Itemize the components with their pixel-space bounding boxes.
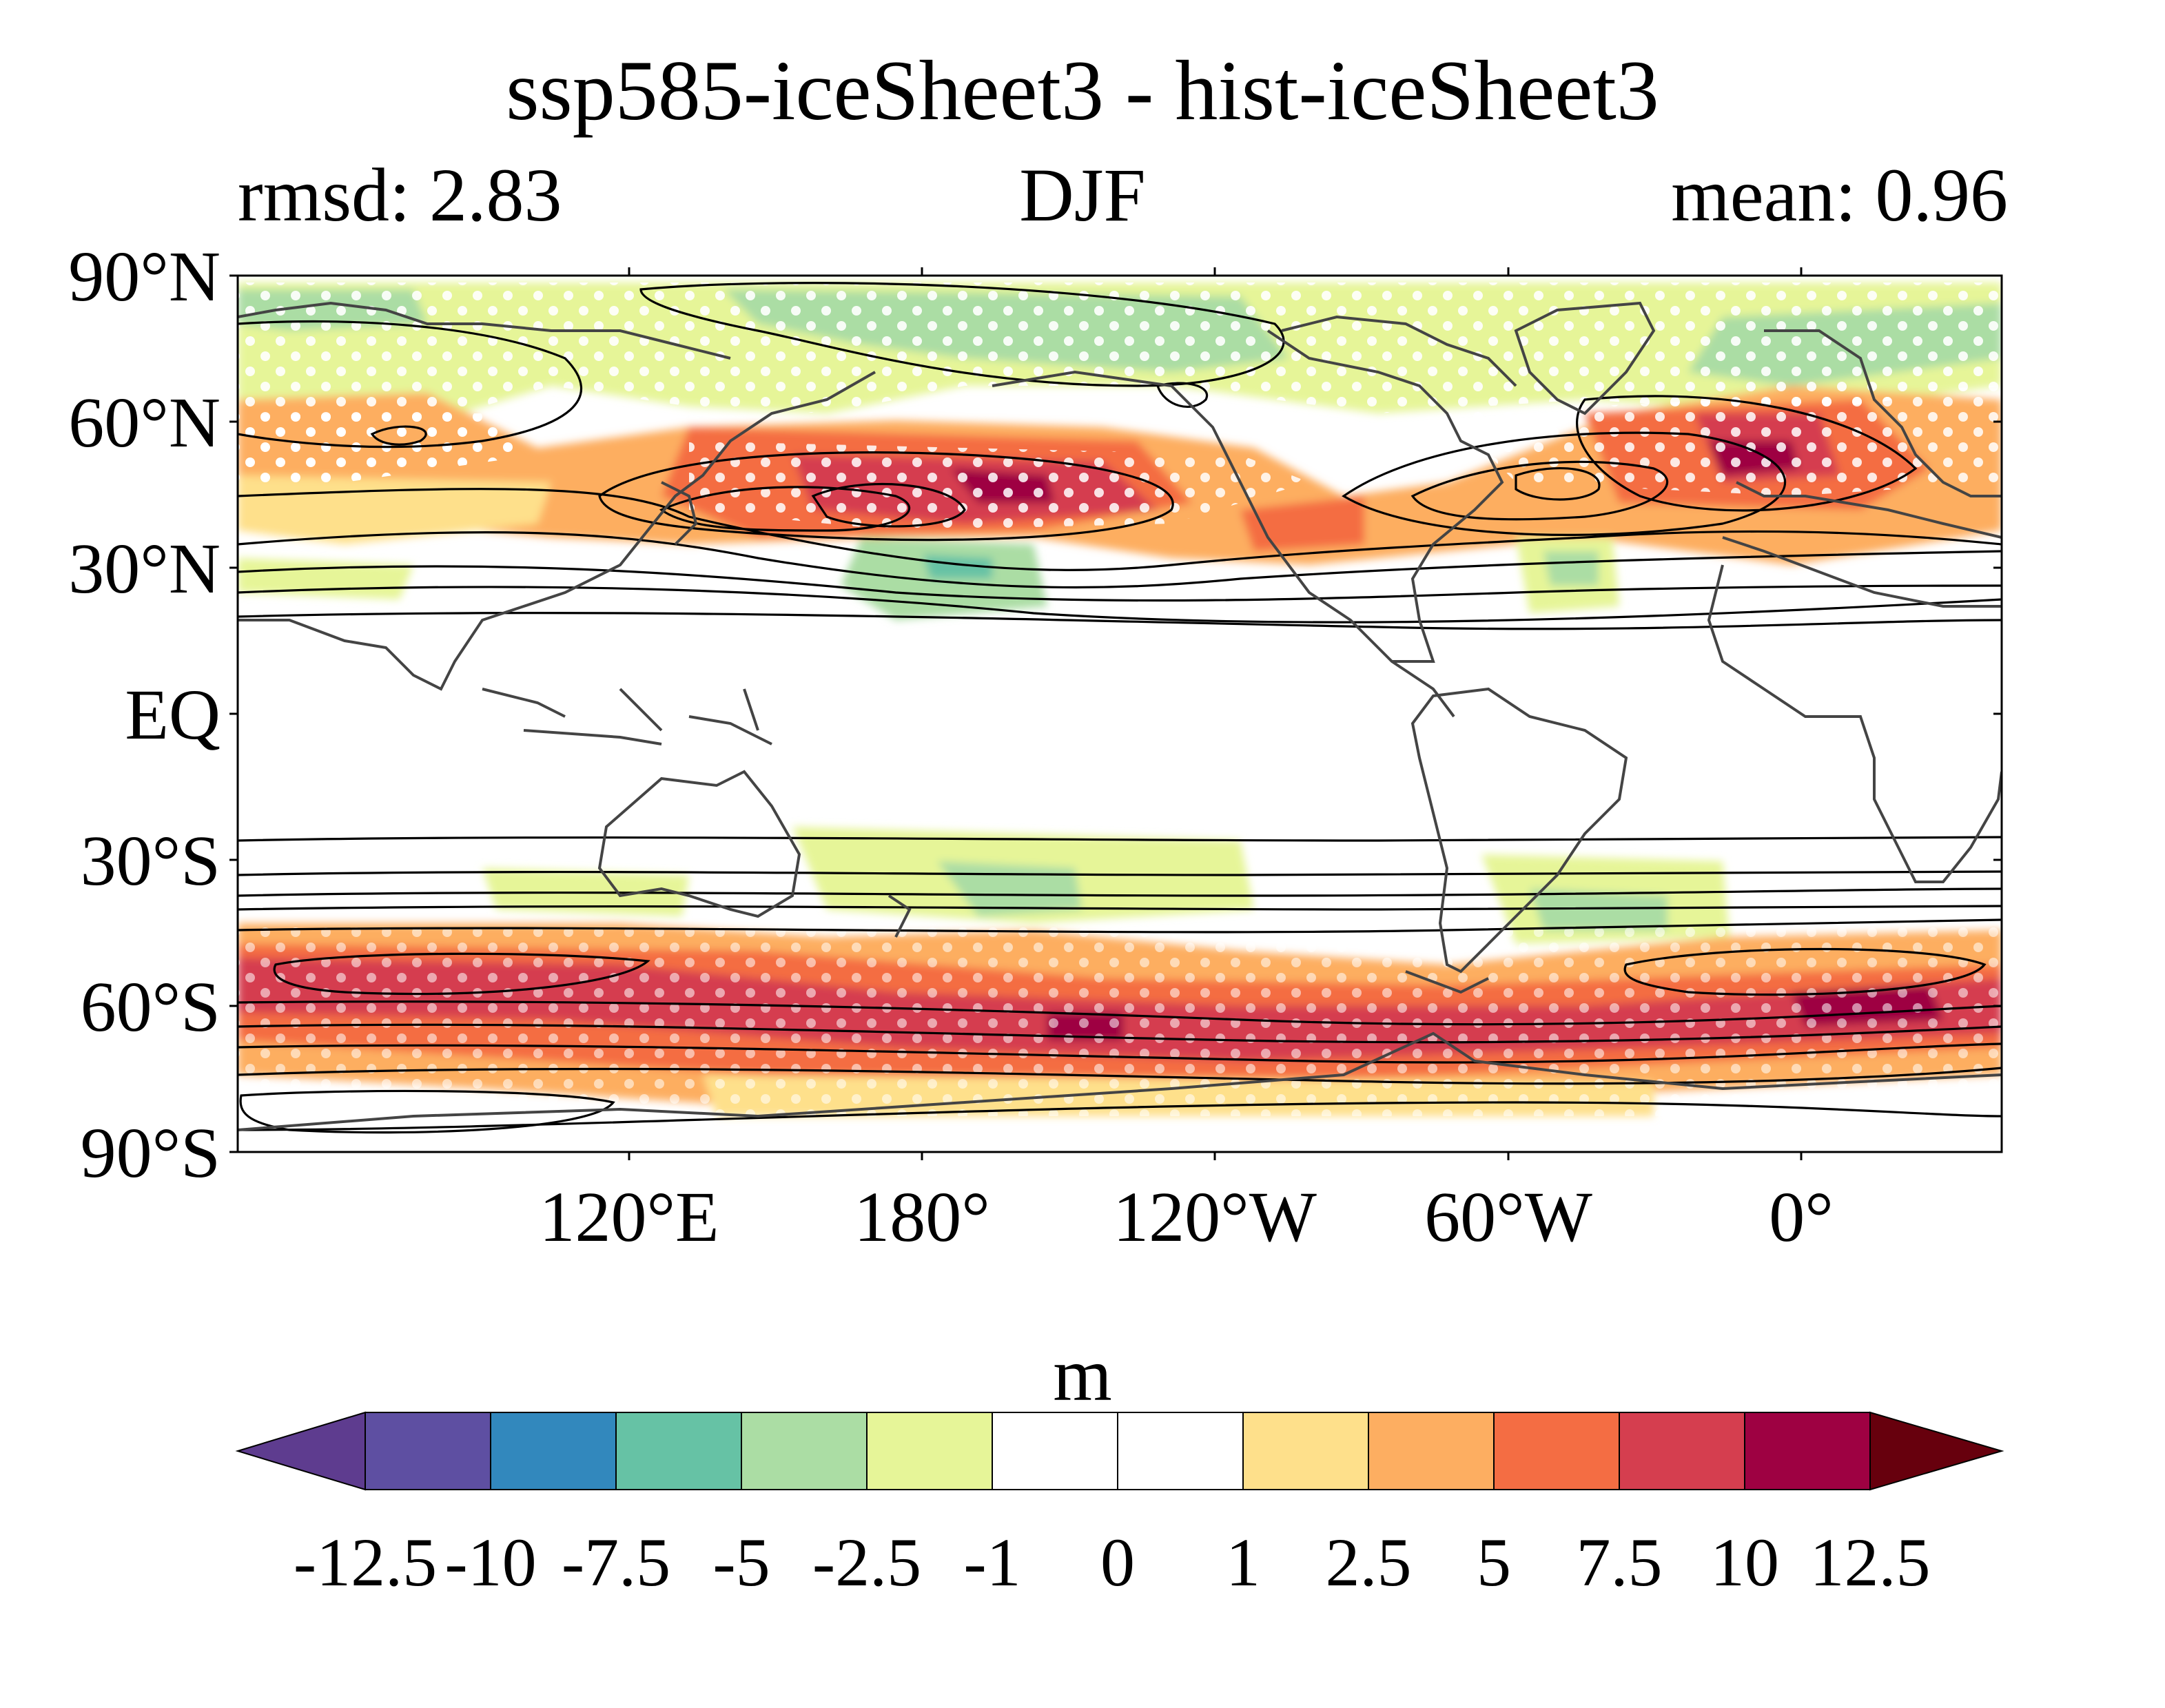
colorbar-tick: -1 xyxy=(963,1524,1021,1601)
colorbar xyxy=(235,1411,2004,1491)
lat-label-90n: 90°N xyxy=(68,237,220,316)
colorbar-tick: 12.5 xyxy=(1809,1524,1931,1601)
colorbar-under-arrow xyxy=(235,1411,366,1491)
colorbar-tick: -5 xyxy=(712,1524,770,1601)
lat-label-30s: 30°S xyxy=(80,821,220,901)
climatology-contours xyxy=(238,282,2002,1134)
colorbar-bin xyxy=(992,1412,1118,1490)
colorbar-bin xyxy=(1493,1412,1620,1490)
colorbar-over-arrow xyxy=(1869,1411,2004,1491)
colorbar-unit: m xyxy=(1053,1333,1112,1417)
colorbar-bin xyxy=(866,1412,993,1490)
colorbar-tick: -2.5 xyxy=(812,1524,922,1601)
coastlines xyxy=(238,301,2002,1131)
lon-label-0: 0° xyxy=(1769,1177,1834,1257)
colorbar-bin xyxy=(1619,1412,1745,1490)
chart-title: ssp585-iceSheet3 - hist-iceSheet3 xyxy=(506,43,1659,138)
lon-label-180: 180° xyxy=(854,1177,990,1257)
colorbar-tick: 1 xyxy=(1226,1524,1260,1601)
lat-label-eq: EQ xyxy=(125,675,220,754)
colorbar-tick: -7.5 xyxy=(561,1524,671,1601)
colorbar-bin xyxy=(1242,1412,1369,1490)
lon-label-120w: 120°W xyxy=(1113,1177,1317,1257)
colorbar-bin xyxy=(1368,1412,1495,1490)
colorbar-tick: 10 xyxy=(1710,1524,1779,1601)
map-plot-area xyxy=(238,276,2002,1152)
colorbar-tick: 5 xyxy=(1477,1524,1511,1601)
colorbar-bin xyxy=(1744,1412,1871,1490)
rmsd-label: rmsd: 2.83 xyxy=(238,153,562,237)
lon-label-60w: 60°W xyxy=(1424,1177,1592,1257)
map-frame xyxy=(229,267,2003,1160)
colorbar-tick: 2.5 xyxy=(1325,1524,1412,1601)
colorbar-bin xyxy=(490,1412,617,1490)
colorbar-tick: 0 xyxy=(1100,1524,1135,1601)
colorbar-tick: 7.5 xyxy=(1576,1524,1663,1601)
lat-label-90s: 90°S xyxy=(80,1113,220,1193)
colorbar-bin xyxy=(741,1412,868,1490)
significance-stippling xyxy=(238,282,2002,1116)
lat-label-60s: 60°S xyxy=(80,967,220,1047)
colorbar-bin xyxy=(365,1412,491,1490)
lon-label-120e: 120°E xyxy=(539,1177,719,1257)
colorbar-bin xyxy=(615,1412,742,1490)
lat-label-60n: 60°N xyxy=(68,383,220,462)
colorbar-bin xyxy=(1117,1412,1244,1490)
mean-label: mean: 0.96 xyxy=(1671,153,2008,237)
colorbar-tick: -10 xyxy=(444,1524,537,1601)
colorbar-tick: -12.5 xyxy=(293,1524,438,1601)
season-label: DJF xyxy=(1019,153,1146,237)
lat-label-30n: 30°N xyxy=(68,529,220,608)
